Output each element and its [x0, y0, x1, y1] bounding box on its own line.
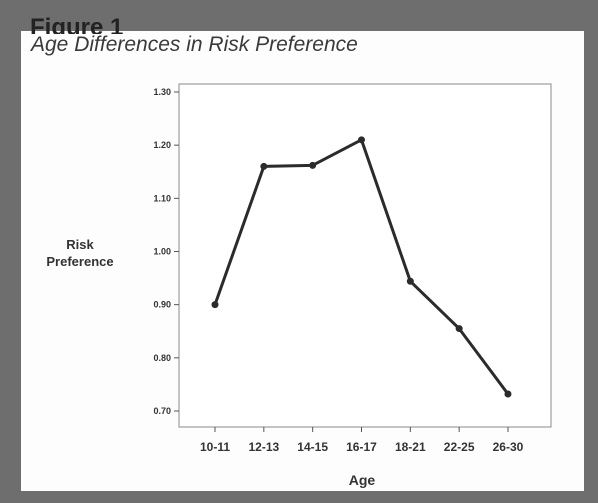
data-point [455, 325, 463, 333]
y-axis-label-line-1: Risk [66, 237, 94, 252]
y-tick-label: 1.30 [153, 87, 171, 97]
data-point [357, 136, 365, 144]
y-tick-label: 0.90 [153, 300, 171, 310]
y-tick-label: 1.20 [153, 140, 171, 150]
data-point [406, 277, 414, 285]
y-tick-label: 0.70 [153, 406, 171, 416]
x-tick-label: 22-25 [444, 440, 475, 454]
x-tick-label: 16-17 [346, 440, 377, 454]
x-tick-label: 18-21 [395, 440, 426, 454]
x-tick-label: 26-30 [493, 440, 524, 454]
data-point [260, 162, 268, 170]
data-point [211, 301, 219, 309]
x-tick-label: 12-13 [248, 440, 279, 454]
x-tick-label: 10-11 [200, 440, 230, 454]
figure-heading-text: Figure 1 [30, 14, 124, 34]
figure-subtitle: Age Differences in Risk Preference [31, 33, 358, 56]
figure-heading: Figure 1 [30, 14, 180, 34]
data-point [504, 390, 512, 398]
x-tick-label: 14-15 [297, 440, 328, 454]
x-axis-label: Age [349, 472, 376, 488]
data-point [309, 161, 317, 169]
y-tick-label: 0.80 [153, 353, 171, 363]
y-tick-label: 1.10 [153, 193, 171, 203]
y-axis-label-line-2: Preference [46, 254, 113, 269]
y-tick-label: 1.00 [153, 246, 171, 256]
